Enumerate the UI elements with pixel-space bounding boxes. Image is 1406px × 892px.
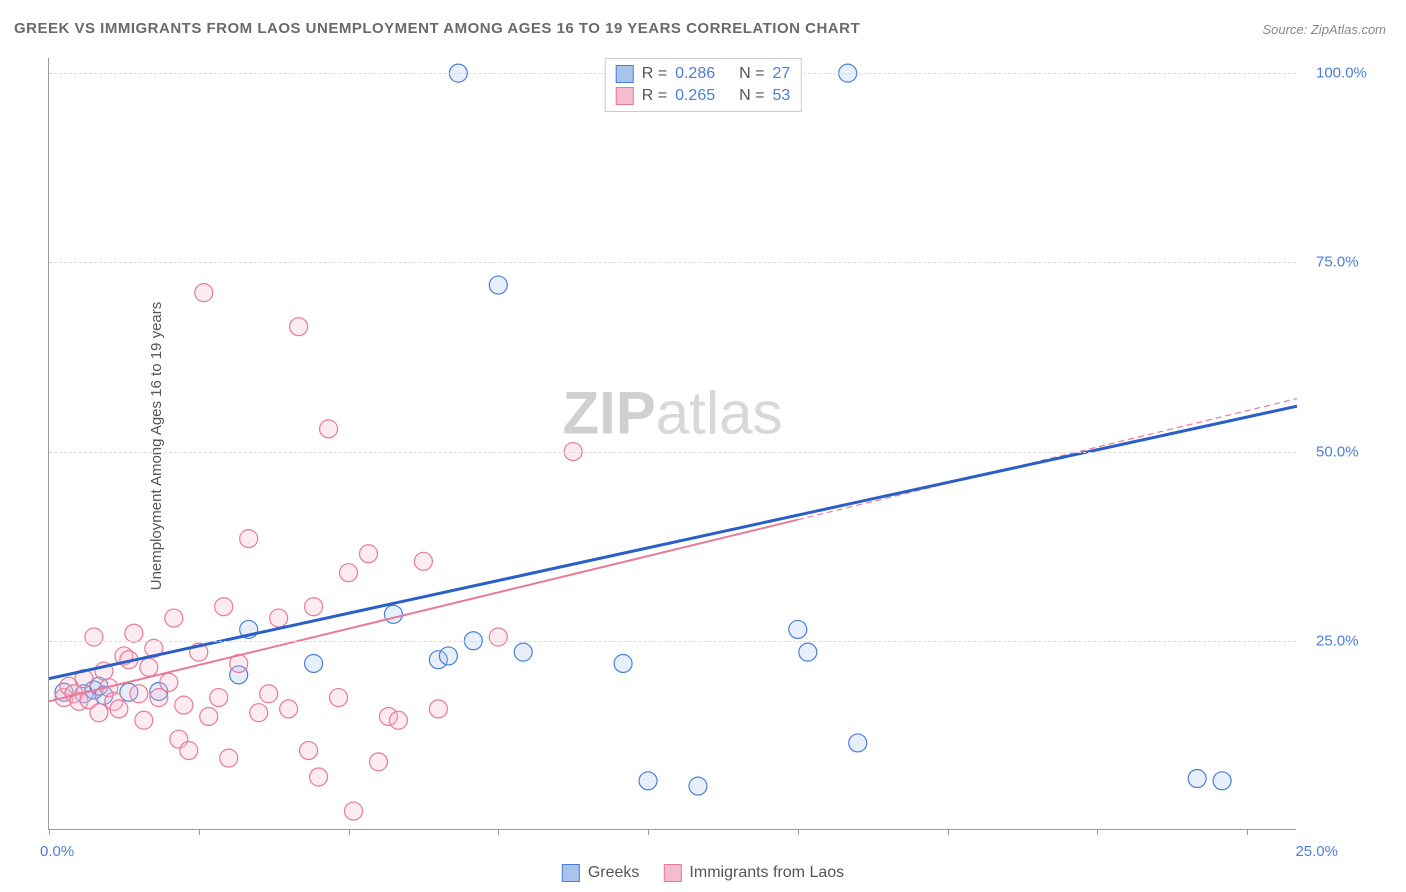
x-tick xyxy=(948,829,949,835)
x-tick xyxy=(1097,829,1098,835)
gridline xyxy=(49,452,1296,453)
data-point xyxy=(175,696,193,714)
data-point xyxy=(489,628,507,646)
legend-correlation: R = 0.286 N = 27 R = 0.265 N = 53 xyxy=(605,58,802,112)
data-point xyxy=(90,704,108,722)
x-tick xyxy=(199,829,200,835)
data-point xyxy=(270,609,288,627)
legend-r-value: 0.286 xyxy=(675,63,715,85)
y-tick-label: 100.0% xyxy=(1316,65,1367,82)
chart-svg xyxy=(49,58,1296,829)
data-point xyxy=(240,530,258,548)
y-tick-label: 50.0% xyxy=(1316,443,1359,460)
data-point xyxy=(310,768,328,786)
data-point xyxy=(110,700,128,718)
legend-swatch xyxy=(663,864,681,882)
data-point xyxy=(789,620,807,638)
data-point xyxy=(384,605,402,623)
data-point xyxy=(140,658,158,676)
data-point xyxy=(300,742,318,760)
gridline xyxy=(49,262,1296,263)
data-point xyxy=(414,552,432,570)
data-point xyxy=(85,628,103,646)
legend-item: Immigrants from Laos xyxy=(663,864,844,882)
data-point xyxy=(200,707,218,725)
data-point xyxy=(305,598,323,616)
data-point xyxy=(369,753,387,771)
plot-area: ZIPatlas xyxy=(48,58,1296,830)
data-point xyxy=(614,654,632,672)
x-tick xyxy=(798,829,799,835)
legend-n-label: N = xyxy=(739,63,764,85)
data-point xyxy=(849,734,867,752)
data-point xyxy=(1188,770,1206,788)
legend-row: R = 0.265 N = 53 xyxy=(616,85,791,107)
data-point xyxy=(689,777,707,795)
data-point xyxy=(215,598,233,616)
gridline xyxy=(49,641,1296,642)
legend-label: Greeks xyxy=(588,864,640,882)
legend-row: R = 0.286 N = 27 xyxy=(616,63,791,85)
legend-swatch xyxy=(616,87,634,105)
x-tick xyxy=(498,829,499,835)
data-point xyxy=(639,772,657,790)
legend-series: Greeks Immigrants from Laos xyxy=(562,864,844,882)
data-point xyxy=(135,711,153,729)
data-point xyxy=(180,742,198,760)
x-tick xyxy=(349,829,350,835)
data-point xyxy=(165,609,183,627)
legend-r-label: R = xyxy=(642,85,667,107)
source-label: Source: ZipAtlas.com xyxy=(1262,22,1386,37)
data-point xyxy=(429,700,447,718)
data-point xyxy=(345,802,363,820)
legend-label: Immigrants from Laos xyxy=(689,864,844,882)
legend-n-value: 53 xyxy=(772,85,790,107)
x-tick xyxy=(49,829,50,835)
data-point xyxy=(195,284,213,302)
y-tick-label: 25.0% xyxy=(1316,632,1359,649)
data-point xyxy=(489,276,507,294)
data-point xyxy=(359,545,377,563)
legend-swatch xyxy=(562,864,580,882)
trend-line xyxy=(49,406,1297,678)
data-point xyxy=(290,318,308,336)
data-point xyxy=(305,654,323,672)
data-point xyxy=(439,647,457,665)
x-tick xyxy=(1247,829,1248,835)
data-point xyxy=(210,689,228,707)
data-point xyxy=(260,685,278,703)
data-point xyxy=(340,564,358,582)
x-axis-max-label: 25.0% xyxy=(1295,843,1338,860)
data-point xyxy=(220,749,238,767)
legend-r-value: 0.265 xyxy=(675,85,715,107)
x-tick xyxy=(648,829,649,835)
data-point xyxy=(125,624,143,642)
y-tick-label: 75.0% xyxy=(1316,254,1359,271)
data-point xyxy=(330,689,348,707)
legend-n-label: N = xyxy=(739,85,764,107)
chart-title: GREEK VS IMMIGRANTS FROM LAOS UNEMPLOYME… xyxy=(14,20,860,37)
legend-n-value: 27 xyxy=(772,63,790,85)
legend-swatch xyxy=(616,65,634,83)
data-point xyxy=(799,643,817,661)
data-point xyxy=(389,711,407,729)
data-point xyxy=(1213,772,1231,790)
data-point xyxy=(160,673,178,691)
data-point xyxy=(280,700,298,718)
data-point xyxy=(250,704,268,722)
legend-r-label: R = xyxy=(642,63,667,85)
data-point xyxy=(320,420,338,438)
data-point xyxy=(514,643,532,661)
trend-line xyxy=(49,520,798,702)
data-point xyxy=(130,685,148,703)
x-axis-min-label: 0.0% xyxy=(40,843,74,860)
legend-item: Greeks xyxy=(562,864,640,882)
